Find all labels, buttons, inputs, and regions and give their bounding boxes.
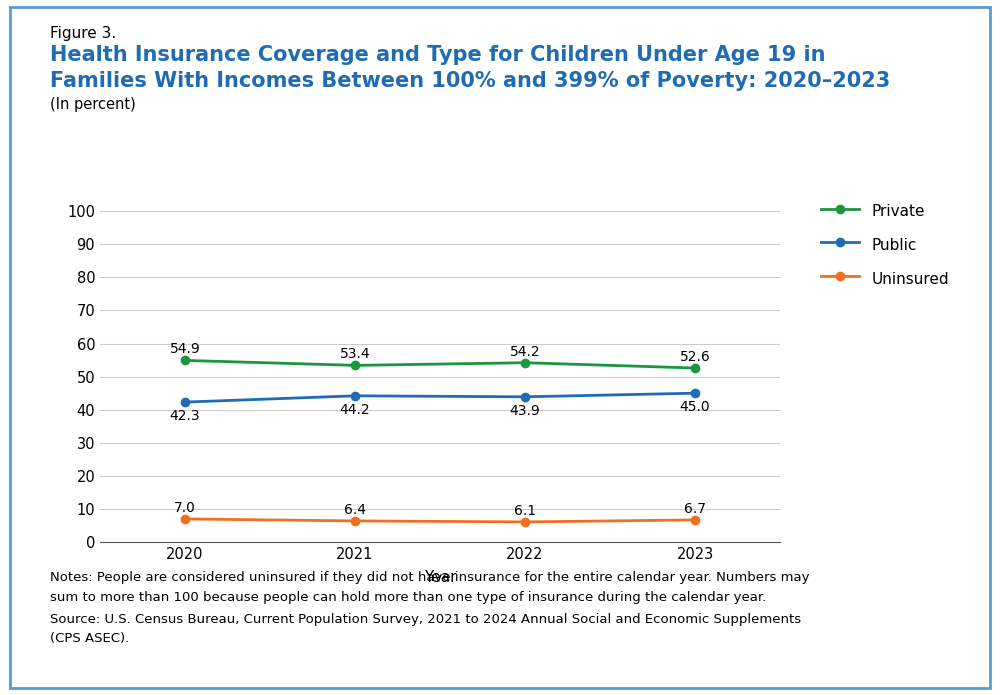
Private bbox=[179, 357, 191, 365]
Text: 54.2: 54.2 bbox=[510, 345, 540, 359]
Private bbox=[519, 359, 531, 367]
Legend: Private, Public, Uninsured: Private, Public, Uninsured bbox=[815, 195, 955, 294]
Line: Private: Private bbox=[181, 357, 699, 373]
Text: Families With Incomes Between 100% and 399% of Poverty: 2020–2023: Families With Incomes Between 100% and 3… bbox=[50, 71, 890, 91]
Text: 44.2: 44.2 bbox=[340, 403, 370, 417]
Text: 6.7: 6.7 bbox=[684, 502, 706, 516]
Uninsured bbox=[179, 515, 191, 523]
Text: 54.9: 54.9 bbox=[170, 343, 200, 357]
Public bbox=[689, 389, 701, 398]
Text: sum to more than 100 because people can hold more than one type of insurance dur: sum to more than 100 because people can … bbox=[50, 591, 766, 604]
Text: 7.0: 7.0 bbox=[174, 501, 196, 515]
Text: 42.3: 42.3 bbox=[170, 409, 200, 423]
Uninsured bbox=[349, 517, 361, 525]
Text: (CPS ASEC).: (CPS ASEC). bbox=[50, 632, 129, 646]
Private bbox=[349, 361, 361, 370]
Text: (In percent): (In percent) bbox=[50, 97, 136, 113]
Uninsured bbox=[689, 516, 701, 524]
Private bbox=[689, 364, 701, 373]
Text: Notes: People are considered uninsured if they did not have insurance for the en: Notes: People are considered uninsured i… bbox=[50, 571, 810, 584]
Text: 43.9: 43.9 bbox=[510, 404, 540, 418]
Line: Uninsured: Uninsured bbox=[181, 515, 699, 526]
X-axis label: Year: Year bbox=[424, 571, 456, 585]
Text: 53.4: 53.4 bbox=[340, 348, 370, 361]
Text: Health Insurance Coverage and Type for Children Under Age 19 in: Health Insurance Coverage and Type for C… bbox=[50, 45, 826, 65]
Line: Public: Public bbox=[181, 389, 699, 407]
Text: 45.0: 45.0 bbox=[680, 400, 710, 414]
Text: Figure 3.: Figure 3. bbox=[50, 26, 116, 42]
Text: 6.4: 6.4 bbox=[344, 503, 366, 517]
Public bbox=[519, 393, 531, 401]
Text: 52.6: 52.6 bbox=[680, 350, 710, 364]
Public bbox=[349, 392, 361, 400]
Text: Source: U.S. Census Bureau, Current Population Survey, 2021 to 2024 Annual Socia: Source: U.S. Census Bureau, Current Popu… bbox=[50, 613, 801, 626]
Text: 6.1: 6.1 bbox=[514, 504, 536, 518]
Public bbox=[179, 398, 191, 407]
Uninsured bbox=[519, 518, 531, 526]
